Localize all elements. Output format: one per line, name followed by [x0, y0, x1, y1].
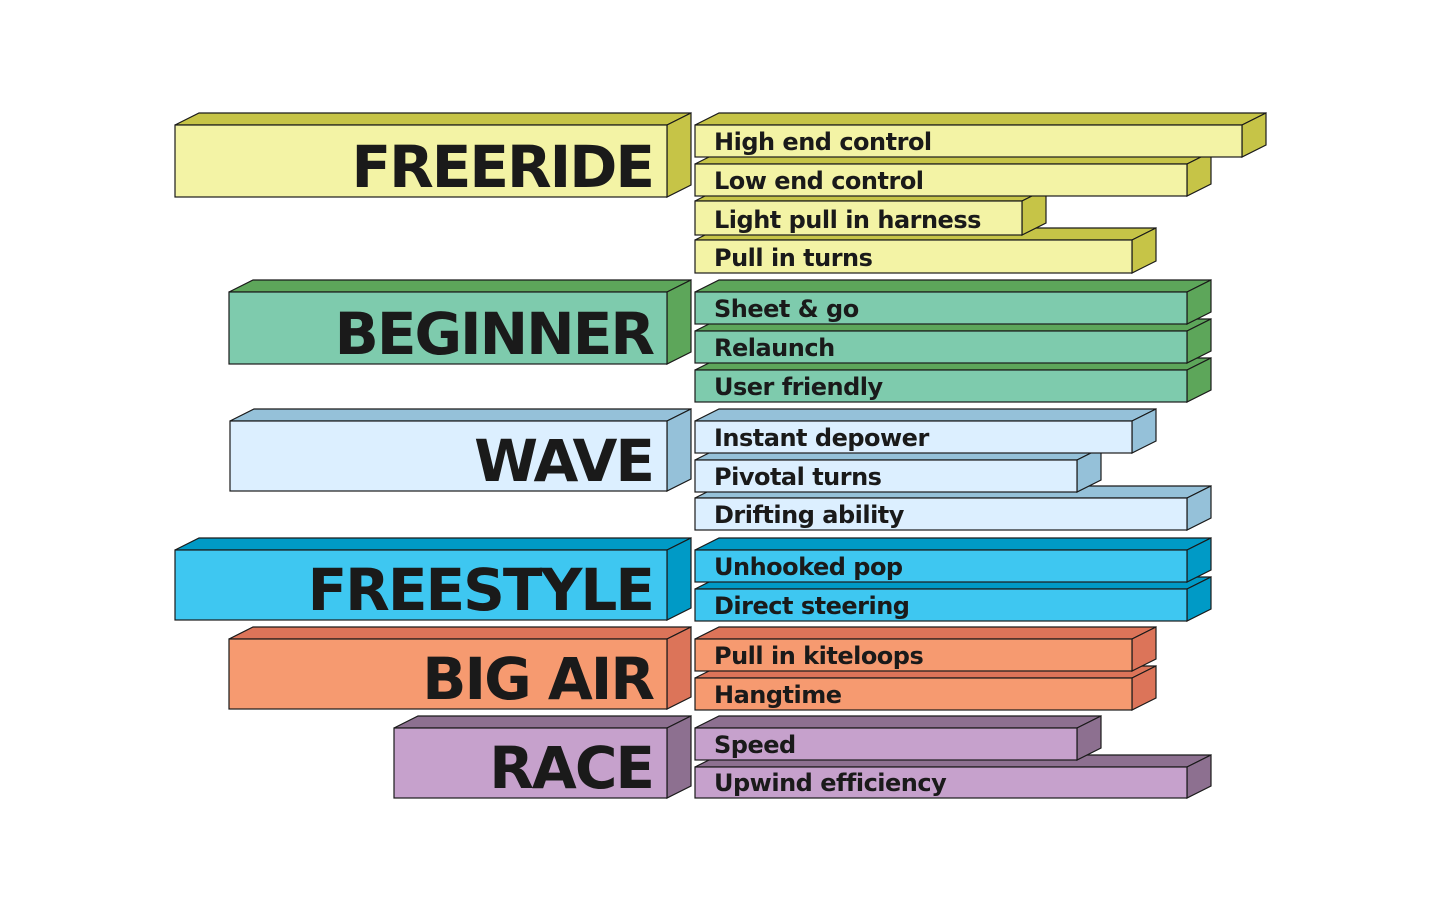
feature-label: Drifting ability — [714, 501, 905, 529]
box-top-face — [174, 537, 692, 551]
category-block: FREERIDE — [174, 112, 692, 201]
category-freestyle: Direct steering Unhooked pop FREESTYLE — [174, 537, 1212, 624]
box-top-face — [228, 626, 692, 640]
feature-bar: Upwind efficiency — [694, 754, 1212, 799]
feature-bar: User friendly — [694, 357, 1212, 403]
feature-bar: Direct steering — [694, 576, 1212, 622]
feature-label: Light pull in harness — [714, 206, 981, 234]
box-top-face — [694, 112, 1267, 126]
feature-bar: Hangtime — [694, 665, 1157, 711]
box-front-face — [694, 420, 1133, 454]
feature-bar: Speed — [694, 715, 1102, 761]
box-top-face — [393, 715, 692, 729]
box-front-face — [694, 459, 1078, 493]
category-freeride: Pull in turns Light pull in harness Low en… — [174, 112, 1267, 274]
box-front-face — [694, 549, 1188, 583]
box-top-face — [694, 626, 1157, 640]
box-front-face — [694, 369, 1188, 403]
box-top-face — [694, 715, 1102, 729]
feature-label: Pull in turns — [714, 244, 873, 272]
category-label: BEGINNER — [335, 300, 655, 368]
category-block: RACE — [393, 715, 692, 802]
box-front-face — [229, 420, 668, 492]
box-side-face — [666, 279, 692, 365]
box-front-face — [694, 124, 1243, 158]
category-wave: Drifting ability Pivotal turns Instant dep… — [229, 408, 1212, 531]
feature-label: User friendly — [714, 373, 884, 401]
box-side-face — [666, 112, 692, 198]
feature-bar: Pivotal turns — [694, 447, 1102, 493]
feature-label: Hangtime — [714, 681, 842, 709]
box-front-face — [694, 677, 1133, 711]
category-label: BIG AIR — [422, 645, 654, 713]
feature-label: Relaunch — [714, 334, 835, 362]
feature-bar: High end control — [694, 112, 1267, 158]
feature-label: Speed — [714, 731, 796, 759]
box-side-face — [666, 537, 692, 621]
category-label: FREESTYLE — [308, 556, 653, 624]
feature-bar: Pull in kiteloops — [694, 626, 1157, 672]
feature-label: High end control — [714, 128, 932, 156]
feature-bar: Unhooked pop — [694, 537, 1212, 583]
feature-bar: Low end control — [694, 151, 1212, 197]
box-front-face — [694, 588, 1188, 622]
box-front-face — [694, 291, 1188, 325]
box-front-face — [694, 330, 1188, 364]
feature-label: Low end control — [714, 167, 924, 195]
category-label: WAVE — [474, 427, 653, 495]
feature-label: Upwind efficiency — [714, 769, 947, 797]
category-label: FREERIDE — [351, 133, 653, 201]
category-block: BIG AIR — [228, 626, 692, 713]
category-block: BEGINNER — [228, 279, 692, 368]
category-beginner: User friendly Relaunch Sheet & go BEGINNER — [228, 279, 1212, 403]
box-top-face — [694, 279, 1212, 293]
box-front-face — [694, 766, 1188, 799]
feature-bar: Instant depower — [694, 408, 1157, 454]
box-front-face — [694, 239, 1133, 274]
feature-label: Sheet & go — [714, 295, 859, 323]
category-big-air: Hangtime Pull in kiteloops BIG AIR — [228, 626, 1157, 713]
box-front-face — [694, 497, 1188, 531]
feature-bar: Relaunch — [694, 318, 1212, 364]
feature-label: Unhooked pop — [714, 553, 903, 581]
box-top-face — [694, 408, 1157, 422]
box-front-face — [174, 549, 668, 621]
category-block: WAVE — [229, 408, 692, 495]
box-top-face — [694, 537, 1212, 551]
feature-label: Pull in kiteloops — [714, 642, 923, 670]
box-top-face — [174, 112, 692, 126]
feature-label: Direct steering — [714, 592, 909, 620]
box-front-face — [694, 200, 1023, 236]
feature-bar: Drifting ability — [694, 485, 1212, 531]
feature-bar: Pull in turns — [694, 227, 1157, 274]
box-front-face — [228, 638, 668, 710]
box-front-face — [228, 291, 668, 365]
box-side-face — [666, 408, 692, 492]
box-front-face — [174, 124, 668, 198]
feature-label: Pivotal turns — [714, 463, 882, 491]
box-top-face — [229, 408, 692, 422]
category-label: RACE — [489, 734, 653, 802]
category-race: Upwind efficiency Speed RACE — [393, 715, 1212, 802]
category-block: FREESTYLE — [174, 537, 692, 624]
box-front-face — [694, 163, 1188, 197]
box-side-face — [666, 715, 692, 799]
box-front-face — [393, 727, 668, 799]
feature-bar: Sheet & go — [694, 279, 1212, 325]
feature-label: Instant depower — [714, 424, 929, 452]
box-front-face — [694, 727, 1078, 761]
box-front-face — [694, 638, 1133, 672]
box-side-face — [666, 626, 692, 710]
box-top-face — [228, 279, 692, 293]
